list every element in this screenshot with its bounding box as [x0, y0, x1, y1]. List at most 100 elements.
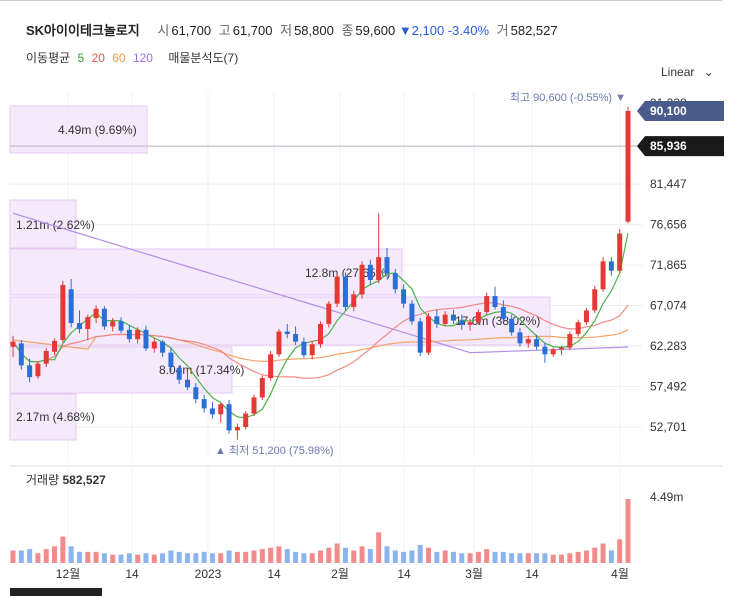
candle-body: [209, 408, 215, 415]
candle-body: [118, 321, 124, 331]
volume-profile-label: 1.21m (2.62%): [16, 218, 95, 232]
candle-body: [484, 296, 490, 313]
volume-bar: [617, 539, 623, 563]
candle-body: [301, 341, 307, 356]
volume-bar: [442, 550, 448, 563]
change-value: ▼2,100 -3.40%: [398, 23, 490, 38]
ma-60[interactable]: 60: [112, 51, 126, 65]
volume-bar: [426, 547, 432, 563]
volume-bar: [301, 553, 307, 563]
volume-bar: [52, 546, 58, 563]
volume-bar: [284, 549, 290, 563]
scale-label: Linear: [661, 65, 695, 79]
volume-bar: [509, 553, 515, 563]
volume-bar: [434, 551, 440, 563]
candle-body: [401, 289, 407, 304]
volume-bar: [234, 551, 240, 563]
x-axis-label: 2023: [195, 567, 222, 581]
volume-value: 582,527: [510, 23, 558, 38]
candle-body: [10, 341, 16, 347]
ma-5[interactable]: 5: [77, 51, 85, 65]
volume-bar: [10, 550, 16, 563]
ma-label[interactable]: 이동평균: [26, 51, 71, 65]
crosshair-price-text: 85,936: [650, 139, 687, 153]
current-price-tag: [637, 101, 724, 121]
volume-bar: [43, 549, 49, 563]
candle-body: [426, 316, 432, 353]
volume-bar: [209, 553, 215, 563]
candle-body: [251, 397, 257, 414]
candle-body: [559, 347, 565, 350]
candle-body: [617, 233, 623, 271]
candle-body: [359, 264, 365, 295]
volume-bar: [417, 544, 423, 563]
volume-bar: [318, 550, 323, 563]
candle-body: [450, 314, 456, 321]
candle-body: [367, 264, 373, 280]
candle-body: [101, 308, 107, 327]
volume-bar: [459, 553, 465, 563]
candle-body: [60, 285, 66, 340]
volume-bar: [93, 551, 99, 563]
candle-body: [226, 404, 232, 431]
volume-label: 거: [496, 23, 509, 38]
candle-body: [608, 261, 614, 271]
x-axis-label: 14: [397, 567, 411, 581]
price-tick-label: 81,447: [650, 177, 687, 191]
ma-120[interactable]: 120: [132, 51, 153, 65]
volume-profile-bar: [9, 105, 148, 154]
candle-body: [600, 261, 606, 290]
candle-body: [592, 289, 598, 311]
candle-body: [151, 341, 157, 349]
x-axis-label: 2월: [331, 567, 349, 581]
volume-panel-label: 거래량: [26, 473, 62, 487]
candle-body: [583, 310, 589, 323]
volume-bar: [201, 551, 207, 563]
volume-bar: [259, 549, 265, 563]
volume-bar: [608, 550, 614, 563]
candle-body: [268, 354, 274, 379]
candle-body: [276, 331, 282, 355]
ma-20[interactable]: 20: [91, 51, 105, 65]
candle-body: [218, 404, 224, 415]
candle-body: [35, 363, 41, 377]
volume-bar: [110, 554, 116, 563]
candle-body: [193, 387, 199, 400]
candle-body: [534, 339, 540, 347]
candle-body: [342, 276, 348, 308]
candle-body: [85, 317, 91, 329]
candle-body: [334, 276, 340, 304]
close-label: 종: [341, 23, 354, 38]
scrollbar-handle[interactable]: [10, 588, 102, 596]
volume-bar: [583, 550, 589, 563]
scale-dropdown[interactable]: Linear ⌄: [661, 65, 714, 79]
price-tick-label: 57,492: [650, 380, 687, 394]
volume-bar: [251, 550, 257, 563]
volume-bar: [559, 554, 565, 563]
volume-profile-label[interactable]: 매물분석도(7): [168, 51, 239, 65]
candle-body: [293, 334, 299, 342]
volume-bar: [18, 550, 24, 563]
candle-body: [467, 322, 473, 325]
volume-bar: [118, 554, 124, 563]
open-value: 61,700: [171, 23, 212, 38]
volume-bar: [592, 547, 598, 563]
crosshair-price-tag: [637, 136, 724, 157]
low-label: 저: [280, 23, 293, 38]
current-price-text: 90,100: [650, 104, 687, 118]
volume-bar: [342, 547, 348, 563]
volume-bar: [309, 553, 315, 563]
volume-bar: [475, 551, 481, 563]
volume-panel-title: 거래량 582,527: [26, 473, 106, 487]
candle-body: [567, 334, 573, 348]
volume-bar: [376, 532, 382, 563]
price-tick-label: 67,074: [650, 299, 687, 313]
volume-bar: [60, 536, 66, 563]
volume-bar: [359, 546, 365, 563]
volume-bar: [450, 551, 456, 563]
volume-bar: [542, 553, 548, 563]
volume-profile-bar: [9, 393, 77, 441]
candle-body: [135, 329, 141, 340]
x-axis-label: 3월: [465, 567, 483, 581]
